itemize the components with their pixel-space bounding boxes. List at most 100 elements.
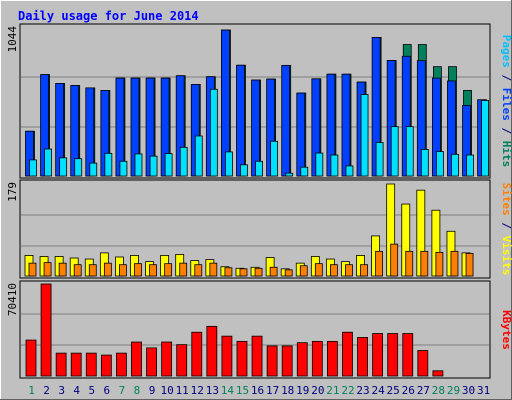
day-label-19: 19 — [296, 384, 309, 397]
files-bar-21 — [330, 154, 339, 177]
day-label-13: 13 — [206, 384, 219, 397]
sites-bar-23 — [360, 264, 368, 277]
sites-bar-22 — [345, 264, 353, 277]
sites-bar-26 — [405, 250, 414, 277]
sites-bar-9 — [149, 264, 157, 277]
day-label-8: 8 — [134, 384, 141, 397]
day-label-30: 30 — [462, 384, 475, 397]
kbytes-bar-21 — [326, 340, 338, 377]
day-label-26: 26 — [402, 384, 415, 397]
series-label-part-0-2: Files — [500, 88, 512, 121]
sites-bar-17 — [269, 266, 278, 277]
series-label-part-0-0: Pages — [500, 35, 512, 68]
kbytes-bar-4 — [70, 352, 82, 377]
day-label-4: 4 — [73, 384, 80, 397]
files-bar-2 — [44, 148, 52, 177]
files-bar-4 — [74, 158, 83, 177]
files-bar-17 — [270, 140, 279, 177]
day-label-29: 29 — [447, 384, 460, 397]
day-label-11: 11 — [176, 384, 189, 397]
files-bar-5 — [89, 162, 98, 177]
sites-bar-7 — [119, 264, 127, 277]
panel-bottom-frame — [19, 280, 491, 379]
sites-bar-4 — [73, 264, 82, 277]
files-bar-18 — [285, 172, 294, 177]
kbytes-bar-20 — [311, 340, 323, 377]
files-bar-28 — [435, 151, 444, 177]
series-label-part-0-4: Hits — [500, 141, 512, 168]
day-label-7: 7 — [119, 384, 126, 397]
day-label-20: 20 — [311, 384, 324, 397]
kbytes-bar-15 — [236, 340, 248, 377]
files-bar-19 — [300, 166, 309, 177]
series-label-part-1-2: Visits — [500, 236, 512, 276]
top-y-max-label: 1044 — [6, 26, 19, 53]
kbytes-bar-12 — [191, 331, 203, 377]
top-series-label: Pages / Files / Hits — [500, 35, 512, 168]
day-label-6: 6 — [104, 384, 111, 397]
files-bar-25 — [390, 126, 399, 177]
bottom-y-max-label: 70410 — [6, 283, 19, 316]
day-label-27: 27 — [417, 384, 430, 397]
sites-bar-18 — [284, 269, 293, 277]
chart-title: Daily usage for June 2014 — [18, 9, 199, 23]
kbytes-bar-28 — [432, 370, 444, 377]
sites-bar-19 — [299, 265, 308, 277]
files-bar-23 — [360, 94, 369, 177]
bars — [24, 29, 490, 377]
day-label-10: 10 — [161, 384, 174, 397]
series-label-part-0-3: / — [500, 121, 512, 141]
files-bar-3 — [59, 157, 68, 177]
files-bar-11 — [179, 146, 188, 177]
day-label-3: 3 — [58, 384, 65, 397]
sites-bar-20 — [314, 263, 323, 277]
sites-bar-3 — [58, 262, 67, 277]
day-label-9: 9 — [149, 384, 156, 397]
files-bar-9 — [149, 155, 158, 177]
day-label-28: 28 — [432, 384, 445, 397]
pages-bar-15 — [236, 64, 245, 177]
kbytes-bar-25 — [387, 333, 399, 377]
sites-bar-24 — [375, 250, 384, 277]
files-bar-29 — [451, 153, 459, 177]
series-label-part-2-0: KBytes — [500, 310, 512, 350]
kbytes-bar-17 — [266, 345, 278, 377]
kbytes-bar-16 — [251, 335, 263, 377]
files-bar-16 — [255, 160, 263, 177]
sites-bar-13 — [209, 262, 218, 277]
sites-bar-10 — [164, 263, 173, 277]
sites-bar-29 — [450, 250, 459, 277]
sites-bar-28 — [435, 251, 444, 277]
sites-bar-27 — [420, 250, 429, 277]
sites-bar-5 — [88, 264, 97, 277]
kbytes-bar-7 — [116, 352, 127, 377]
panel-middle-frame — [19, 179, 491, 279]
kbytes-bar-18 — [281, 345, 293, 377]
panel-top-frame — [19, 23, 491, 179]
files-bar-24 — [375, 142, 384, 177]
pages-bar-22 — [341, 73, 351, 177]
files-bar-20 — [315, 152, 324, 177]
files-bar-7 — [119, 160, 128, 177]
files-bar-8 — [134, 153, 143, 177]
day-label-14: 14 — [221, 384, 235, 397]
sites-bar-30 — [465, 252, 474, 277]
files-bar-30 — [466, 154, 474, 177]
sites-bar-11 — [179, 262, 188, 277]
kbytes-bar-9 — [146, 347, 157, 377]
files-bar-10 — [164, 153, 173, 177]
day-label-23: 23 — [356, 384, 369, 397]
sites-bar-14 — [224, 267, 233, 277]
files-bar-6 — [104, 152, 113, 177]
day-label-22: 22 — [341, 384, 354, 397]
kbytes-bar-1 — [25, 339, 37, 377]
kbytes-bar-26 — [402, 333, 414, 377]
day-label-31: 31 — [477, 384, 490, 397]
sites-bar-16 — [254, 267, 263, 277]
files-bar-26 — [405, 126, 414, 177]
files-bar-31 — [481, 100, 490, 177]
day-label-1: 1 — [28, 384, 35, 397]
bottom-series-label: KBytes — [500, 310, 512, 350]
files-bar-22 — [345, 165, 354, 177]
